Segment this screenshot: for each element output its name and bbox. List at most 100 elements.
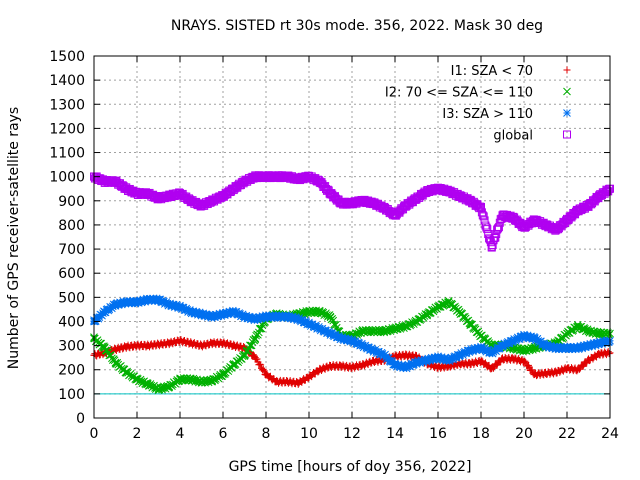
interp-marker [300,318,309,327]
data-point [122,184,131,193]
axis-ticks: 0100200300400500600700800900100011001200… [49,49,619,442]
data-point [219,370,227,379]
data-point [240,312,249,321]
interp-marker [591,341,600,350]
interp-marker [376,350,385,359]
interp-marker [341,334,350,343]
data-point [595,191,604,200]
data-point [552,225,561,234]
interp-marker [257,361,265,369]
data-point [401,322,410,331]
data-point [154,295,163,304]
data-point [584,341,593,350]
data-point [251,334,260,343]
series-3 [90,294,614,373]
data-point [262,371,270,379]
data-point [423,310,432,319]
data-point [499,355,506,363]
data-point [122,368,131,377]
data-point [358,327,367,335]
data-point [315,307,324,316]
data-point [272,312,281,321]
data-point [111,300,120,309]
data-point [100,177,109,186]
interp-marker [253,355,261,363]
data-point [229,361,238,369]
series-1 [90,336,614,388]
interp-marker [325,311,334,319]
data-point [316,366,324,374]
data-point [434,353,442,362]
x-tick-label: 10 [300,426,318,442]
interp-marker [332,321,340,329]
data-point [337,334,346,343]
data-point [176,303,184,311]
interp-marker [502,341,510,350]
series-layer [90,171,614,395]
data-point [423,356,432,364]
data-point [122,343,130,351]
data-point [391,211,399,220]
interp-marker [220,311,229,319]
legend-label: I1: SZA < 70 [451,64,533,79]
data-point [573,322,582,331]
data-point [584,327,593,335]
interp-marker [308,320,317,329]
data-point [444,298,453,307]
data-point [305,172,313,181]
data-point [326,189,335,198]
y-tick-label: 1200 [49,121,85,137]
data-point [358,341,367,350]
series-2 [90,296,614,395]
data-point [111,177,120,186]
x-axis-label: GPS time [hours of doy 356, 2022] [229,459,472,475]
data-point [176,375,184,384]
data-point [401,201,410,210]
x-tick-label: 20 [515,426,533,442]
interp-marker [298,316,307,324]
data-point [283,172,292,181]
data-point [563,216,571,225]
data-point [423,187,432,196]
interp-marker [494,223,503,232]
data-point [186,196,195,205]
data-point [498,211,507,220]
interp-marker [410,318,419,326]
data-point [402,351,410,359]
data-point [498,341,507,350]
data-point [541,220,550,229]
data-point [176,189,184,198]
interp-marker [351,337,360,345]
interp-marker [578,344,587,353]
interp-marker [477,208,486,217]
data-point [391,361,399,369]
data-point [186,375,195,384]
data-point [219,310,227,319]
data-point [208,376,217,385]
interp-marker [408,359,416,368]
data-point [509,213,518,222]
data-point [284,378,291,386]
interp-marker [310,323,319,332]
y-tick-label: 200 [58,363,85,379]
data-point [541,341,550,350]
interp-marker [494,224,503,233]
data-point [229,184,238,193]
legend-marker [563,66,571,74]
data-point [595,339,604,348]
data-point [434,184,442,193]
data-point [273,378,281,386]
data-point [240,351,249,360]
interp-marker [254,315,262,324]
data-point [111,358,120,367]
legend-marker [563,87,571,96]
data-point [187,339,195,347]
data-point [466,320,475,328]
interp-marker [604,329,613,338]
data-point [230,342,238,350]
data-point [369,199,378,208]
interp-marker [601,339,610,347]
interp-marker [484,346,493,355]
data-point [487,348,496,357]
interp-marker [490,234,499,243]
